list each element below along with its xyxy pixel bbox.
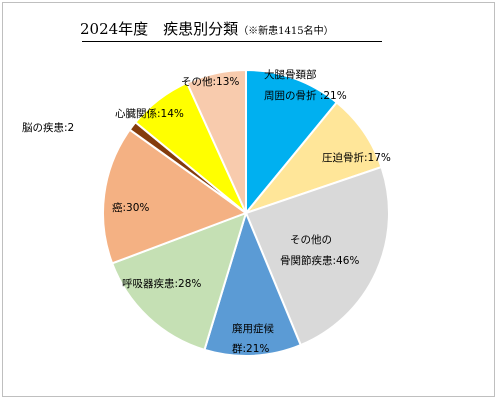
slice-label-sonota-kotsu-line1: その他の	[290, 233, 332, 246]
pie-slice-gan	[102, 128, 249, 265]
slice-label-sonota-kotsu-line2: 骨関節疾患:46%	[280, 254, 359, 267]
slice-label-haiyou-line1: 廃用症候	[232, 322, 274, 335]
slice-label-daitai-line1: 大腿骨頚部	[264, 68, 317, 81]
chart-subtitle: （※新患1415名中）	[238, 26, 334, 37]
slice-label-haiyou-line2: 群:21%	[232, 342, 269, 355]
title-underline	[82, 41, 382, 42]
slice-label-sonota: その他:13%	[181, 75, 239, 88]
slice-label-shinzou: 心臓関係:14%	[115, 108, 184, 120]
pie-slice-kokyuuki	[110, 211, 248, 352]
slice-label-appaku: 圧迫骨折:17%	[322, 151, 391, 164]
chart-title-block: 2024年度 疾患別分類（※新患1415名中）	[80, 18, 380, 42]
pie-slice-daitai	[245, 68, 339, 216]
slice-label-nou: 脳の疾患:2	[22, 121, 74, 134]
pie-slice-sonota	[185, 68, 247, 214]
pie-slice-haiyou	[203, 210, 303, 357]
slice-label-daitai-line2: 周囲の骨折 :21%	[264, 89, 347, 102]
slice-label-gan: 癌:30%	[112, 201, 149, 214]
slice-label-kokyuuki: 呼吸器疾患:28%	[122, 277, 201, 290]
pie-slice-sonota-kotsu	[244, 165, 390, 347]
chart-title: 2024年度 疾患別分類	[80, 20, 239, 38]
